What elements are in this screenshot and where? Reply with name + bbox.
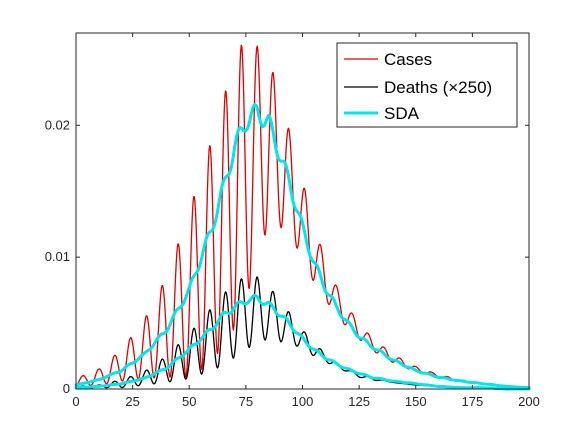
legend-label-sda: SDA: [384, 104, 420, 123]
x-tick-label: 150: [405, 394, 427, 409]
legend-label-deaths: Deaths (×250): [384, 78, 492, 97]
series-line-sda-1: [74, 293, 531, 391]
series-line-sda-0: [74, 103, 531, 390]
legend-label-cases: Cases: [384, 50, 432, 69]
x-tick-label: 25: [125, 394, 139, 409]
x-axis: 0 25 50 75 100 125 150 175 200: [72, 33, 540, 409]
series-layer: [74, 44, 531, 391]
y-axis: 0 0.01 0.02: [45, 117, 529, 396]
x-tick-label: 100: [292, 394, 314, 409]
y-tick-label: 0.01: [45, 249, 70, 264]
x-tick-label: 200: [518, 394, 540, 409]
y-tick-label: 0: [63, 381, 70, 396]
legend: Cases Deaths (×250) SDA: [336, 42, 518, 128]
x-tick-label: 50: [182, 394, 196, 409]
y-tick-label: 0.02: [45, 117, 70, 132]
x-tick-label: 75: [239, 394, 253, 409]
x-tick-label: 175: [462, 394, 484, 409]
x-tick-label: 0: [72, 394, 79, 409]
x-tick-label: 125: [348, 394, 370, 409]
